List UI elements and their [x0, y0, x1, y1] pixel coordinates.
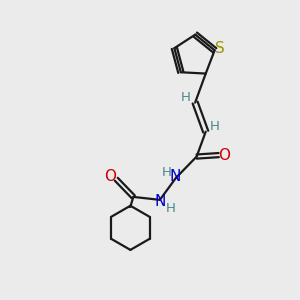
- Text: S: S: [215, 41, 225, 56]
- Text: H: H: [162, 166, 172, 179]
- Text: N: N: [155, 194, 166, 209]
- Text: O: O: [219, 148, 231, 163]
- Text: H: H: [181, 91, 191, 104]
- Text: H: H: [210, 120, 220, 133]
- Text: O: O: [104, 169, 116, 184]
- Text: H: H: [166, 202, 176, 214]
- Text: N: N: [170, 169, 181, 184]
